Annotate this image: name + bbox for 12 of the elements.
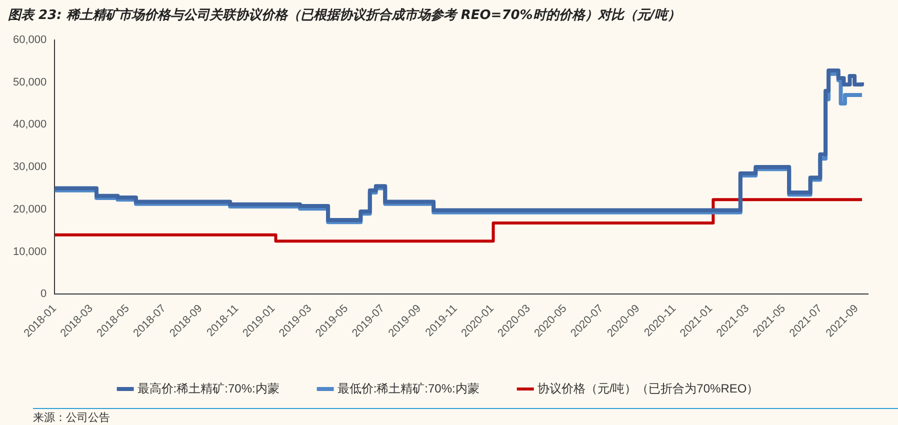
y-tick-label: 60,000 — [12, 34, 47, 46]
y-tick-label: 10,000 — [12, 246, 47, 258]
legend-label: 协议价格（元/吨）（已折合为70%REO） — [537, 381, 759, 396]
y-tick-label: 40,000 — [12, 118, 47, 131]
y-tick-label: 0 — [40, 288, 47, 300]
legend-label: 最高价:稀土精矿:70%:内蒙 — [137, 381, 280, 396]
y-tick-label: 30,000 — [12, 161, 47, 174]
y-tick-label: 50,000 — [12, 76, 47, 88]
source-note: 来源：公司公告 — [33, 410, 110, 425]
chart-title: 图表 23: 稀土精矿市场价格与公司关联协议价格（已根据协议折合成市场参考 REO=70%时的价格）对比（元/吨） — [8, 6, 681, 24]
y-tick-label: 20,000 — [12, 203, 47, 216]
legend-label: 最低价:稀土精矿:70%:内蒙 — [337, 381, 480, 396]
